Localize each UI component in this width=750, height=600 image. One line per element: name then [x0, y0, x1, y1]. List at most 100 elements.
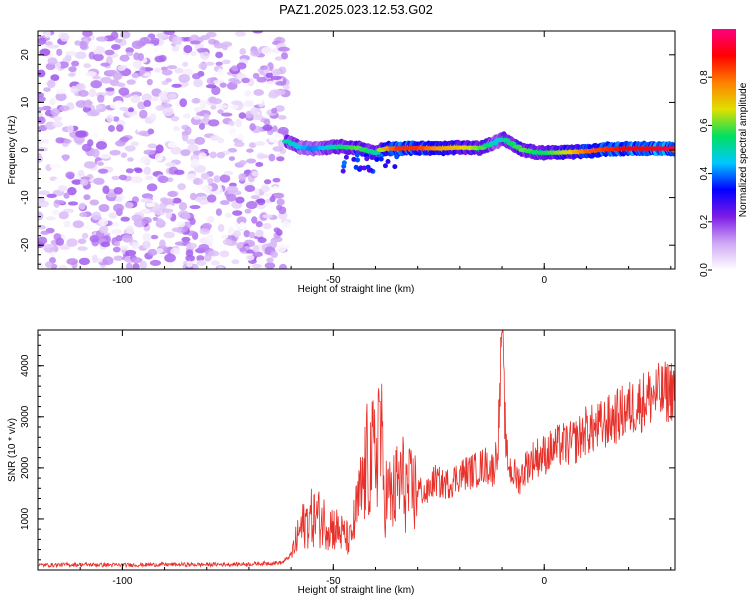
noise-blob: [166, 177, 174, 183]
noise-blob: [43, 31, 51, 38]
noise-blob: [117, 65, 126, 72]
noise-blob: [42, 105, 52, 111]
noise-blob: [89, 41, 97, 51]
noise-blob: [265, 80, 277, 86]
noise-blob: [132, 60, 142, 69]
noise-blob: [251, 170, 259, 177]
noise-blob: [82, 106, 92, 113]
noise-blob: [142, 240, 151, 249]
noise-blob: [191, 98, 201, 104]
noise-blob: [62, 154, 69, 162]
noise-blob: [171, 227, 183, 233]
noise-blob: [38, 116, 46, 125]
noise-blob: [155, 144, 164, 154]
noise-blob: [66, 258, 78, 265]
noise-blob: [161, 208, 174, 213]
noise-blob: [75, 130, 87, 138]
noise-blob: [173, 125, 180, 132]
noise-blob: [228, 156, 236, 162]
noise-blob: [158, 91, 170, 100]
noise-blob: [191, 73, 201, 80]
noise-blob: [66, 238, 78, 247]
noise-blob: [198, 122, 206, 130]
noise-blob: [215, 51, 224, 59]
noise-blob: [282, 221, 291, 229]
noise-blob: [252, 31, 264, 34]
noise-blob: [63, 220, 72, 228]
noise-blob: [160, 197, 169, 204]
noise-blob: [266, 257, 274, 264]
noise-blob: [250, 50, 261, 57]
noise-blob: [252, 72, 260, 80]
noise-blob: [239, 221, 246, 230]
noise-blob: [100, 241, 111, 248]
noise-blob: [50, 108, 61, 116]
noise-blob: [200, 99, 207, 109]
x-tick-label: -50: [326, 275, 341, 286]
noise-blob: [79, 178, 89, 186]
signal-core-peak: [512, 144, 523, 149]
noise-blob: [262, 124, 273, 131]
noise-blob: [149, 259, 162, 266]
noise-blob: [217, 137, 225, 144]
noise-blob: [256, 198, 266, 206]
noise-blob: [225, 212, 232, 218]
noise-blob: [146, 78, 153, 86]
noise-blob: [252, 114, 264, 121]
noise-blob: [107, 124, 115, 132]
noise-blob: [223, 170, 234, 176]
noise-blob: [244, 90, 252, 97]
colorbar-tick-label: 0.4: [699, 166, 710, 180]
y-tick-label: -20: [20, 238, 31, 253]
noise-blob: [50, 74, 60, 82]
noise-blob: [228, 33, 237, 39]
noise-blob: [226, 185, 239, 194]
colorbar-tick-label: 0.0: [699, 263, 710, 277]
x-tick-label: 0: [541, 275, 547, 286]
noise-blob: [260, 185, 270, 193]
noise-blob: [186, 242, 198, 250]
noise-blob: [47, 57, 58, 65]
noise-blob: [157, 175, 169, 184]
noise-blob: [98, 218, 109, 227]
noise-blob: [53, 177, 64, 187]
noise-blob: [215, 208, 223, 216]
noise-blob: [199, 227, 211, 235]
noise-blob: [190, 50, 197, 57]
noise-blob: [77, 169, 85, 177]
noise-blob: [43, 139, 50, 144]
noise-blob: [139, 109, 148, 119]
noise-blob: [183, 113, 191, 119]
noise-blob: [115, 140, 126, 147]
noise-blob: [67, 201, 79, 206]
noise-blob: [143, 166, 152, 176]
noise-blob: [255, 229, 264, 237]
noise-blob: [90, 80, 102, 89]
signal-core-peak: [488, 140, 499, 146]
noise-blob: [244, 208, 252, 214]
signal-spot: [351, 156, 357, 162]
colorbar-strip: [712, 29, 736, 270]
noise-blob: [200, 35, 211, 41]
noise-blob: [244, 184, 256, 193]
noise-blob: [120, 152, 128, 158]
noise-blob: [274, 133, 284, 138]
noise-blob: [227, 148, 238, 153]
noise-blob: [267, 33, 276, 40]
noise-blob: [181, 212, 191, 220]
noise-blob: [43, 87, 51, 92]
y-tick-label: 1000: [20, 507, 31, 530]
noise-blob: [156, 218, 164, 225]
noise-blob: [88, 88, 97, 98]
noise-blob: [187, 144, 199, 153]
noise-blob: [83, 194, 91, 201]
noise-blob: [206, 233, 214, 242]
noise-blob: [273, 192, 285, 199]
noise-blob: [170, 247, 181, 256]
noise-blob: [112, 116, 120, 122]
noise-blob: [38, 111, 43, 118]
noise-blob: [120, 136, 130, 142]
noise-blob: [113, 186, 123, 195]
x-tick-label: -100: [112, 576, 132, 587]
signal-spot: [343, 154, 349, 160]
